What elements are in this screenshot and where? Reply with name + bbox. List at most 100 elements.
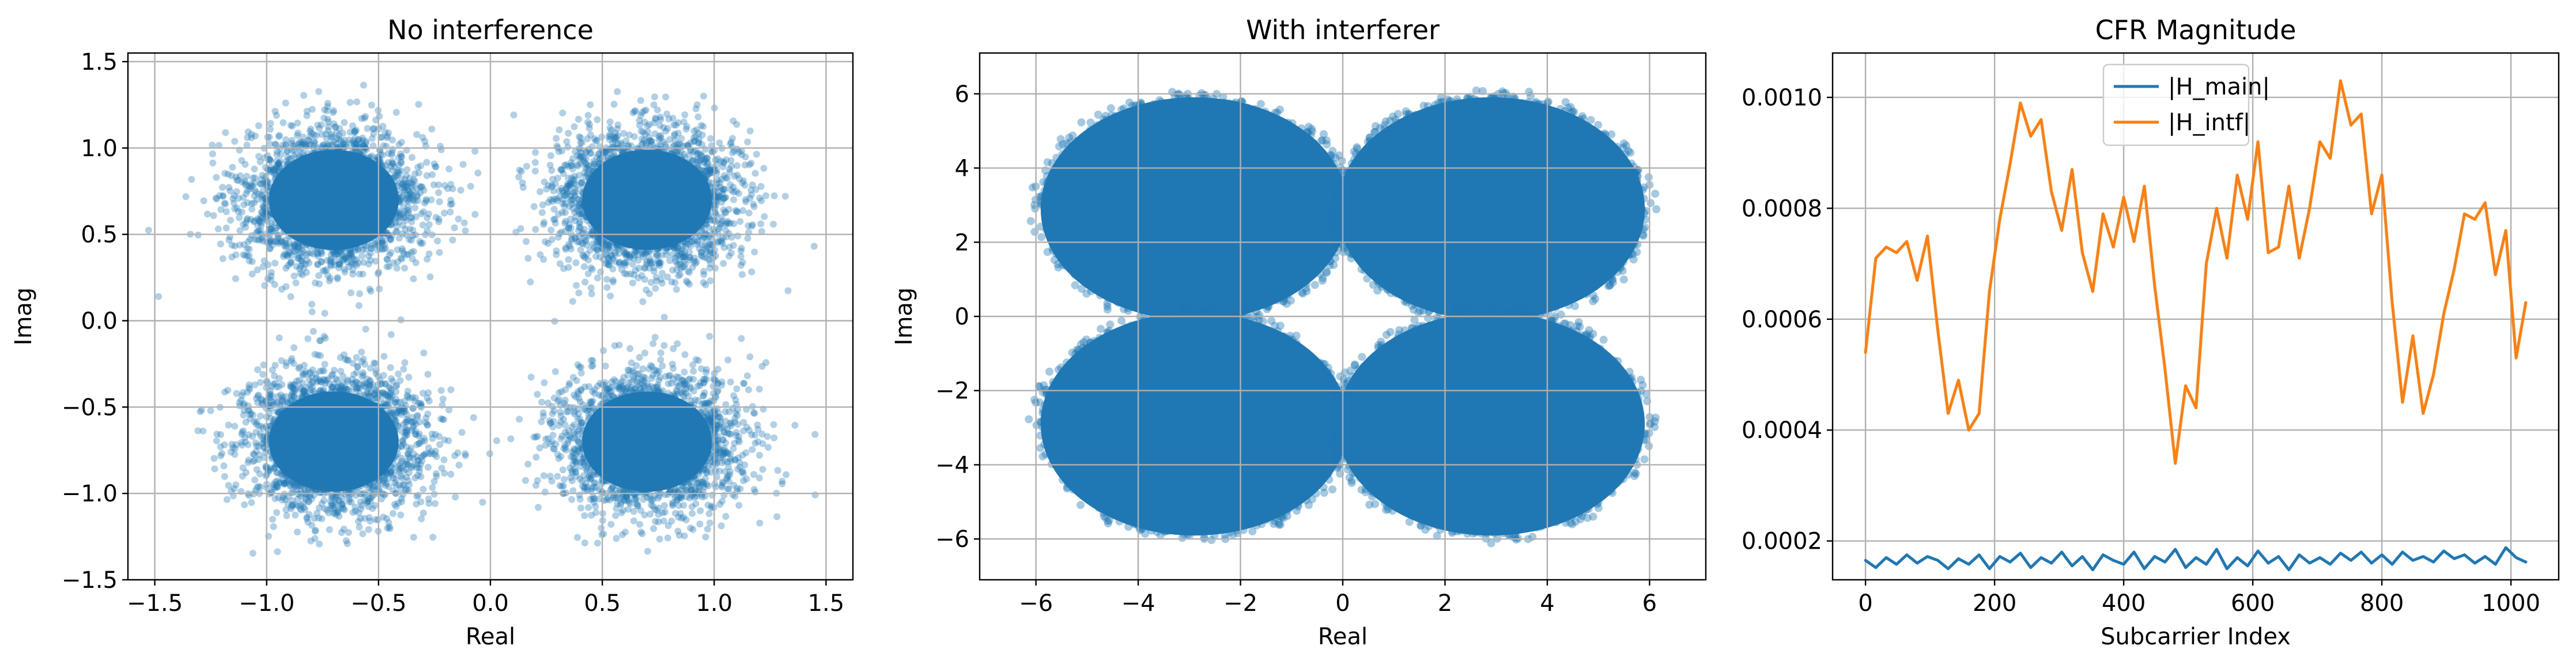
scatter-point-cluster-2	[563, 138, 571, 145]
scatter-point-cluster-2	[565, 225, 572, 232]
scatter-point-cluster-1	[409, 181, 417, 188]
scatter-point-cluster-2	[531, 158, 539, 166]
scatter-point-cluster-1	[321, 309, 328, 317]
scatter-point-cluster-2	[581, 169, 588, 177]
scatter-point-cluster-1	[405, 206, 412, 214]
scatter-point-cluster-1	[328, 133, 336, 141]
scatter-point-cluster-1	[406, 179, 413, 187]
scatter-point-cluster-1	[222, 129, 229, 136]
scatter-point-cluster-1	[290, 240, 298, 248]
scatter-point-cluster-2	[761, 213, 768, 220]
scatter-point-cluster-1	[221, 201, 229, 208]
scatter-point-cluster-2	[584, 112, 592, 119]
scatter-point-cluster-2	[659, 270, 666, 277]
scatter-point-cluster-1	[247, 216, 255, 223]
scatter-point-cluster-2	[758, 197, 765, 205]
scatter-point-cluster-2	[725, 230, 732, 237]
scatter-point-cluster-1	[348, 289, 354, 296]
scatter-point-cluster-1	[423, 172, 430, 179]
scatter-point-cluster-1	[282, 99, 289, 107]
scatter-point-cluster-1	[447, 197, 455, 204]
scatter-point-cluster-2	[641, 118, 648, 126]
scatter-point-cluster-1	[330, 107, 337, 114]
scatter-point-cluster-2	[678, 135, 685, 142]
scatter-point-cluster-1	[259, 263, 267, 270]
scatter-point-cluster-2	[700, 279, 707, 286]
scatter-point-cluster-1	[267, 269, 275, 276]
scatter-point-cluster-1	[405, 192, 413, 199]
scatter-point-cluster-1	[232, 275, 239, 282]
scatter-point-cluster-1	[275, 133, 282, 140]
scatter-point-cluster-1	[217, 240, 224, 248]
scatter-point-cluster-1	[400, 214, 407, 221]
scatter-point-cluster-2	[671, 279, 679, 286]
scatter-point-cluster-1	[297, 263, 304, 270]
scatter-point-cluster-1	[287, 259, 294, 266]
scatter-point-cluster-1	[271, 259, 279, 267]
scatter-point-cluster-1	[352, 134, 358, 142]
scatter-point-cluster-1	[417, 183, 425, 191]
scatter-point-cluster-1	[356, 290, 363, 297]
scatter-point-cluster-1	[221, 199, 228, 207]
scatter-point-cluster-1	[444, 185, 451, 192]
scatter-point-cluster-2	[726, 243, 733, 251]
scatter-point-cluster-1	[386, 251, 393, 259]
scatter-point-cluster-2	[599, 239, 607, 246]
scatter-point-cluster-1	[471, 148, 479, 155]
scatter-point-cluster-1	[300, 247, 307, 255]
scatter-point-cluster-2	[561, 209, 569, 216]
scatter-point-cluster-1	[358, 252, 365, 259]
scatter-point-cluster-2	[720, 260, 727, 267]
scatter-point-cluster-1	[308, 308, 316, 315]
scatter-point-cluster-1	[426, 273, 434, 281]
scatter-point-cluster-2	[652, 274, 660, 281]
scatter-point-cluster-1	[209, 150, 216, 157]
scatter-point-cluster-1	[294, 129, 301, 137]
scatter-point-cluster-1	[145, 226, 152, 234]
scatter-point-cluster-1	[388, 149, 396, 156]
scatter-point-cluster-1	[308, 301, 316, 308]
scatter-point-cluster-1	[405, 251, 412, 258]
scatter-point-cluster-1	[245, 257, 253, 265]
scatter-point-cluster-1	[451, 224, 458, 232]
scatter-point-cluster-1	[362, 113, 369, 120]
scatter-point-cluster-1	[430, 181, 437, 188]
scatter-point-cluster-1	[341, 119, 348, 126]
scatter-point-cluster-1	[221, 169, 229, 177]
scatter-point-cluster-1	[380, 237, 387, 244]
scatter-point-cluster-1	[248, 205, 256, 213]
scatter-point-cluster-1	[447, 208, 454, 216]
scatter-point-cluster-1	[405, 203, 412, 211]
scatter-point-cluster-2	[603, 275, 611, 283]
scatter-point-cluster-1	[266, 126, 274, 133]
scatter-point-cluster-1	[318, 131, 326, 138]
scatter-panel-no-interference: −1.5 −1.0 −0.5 0.0 0.5 1.0 1.5−1.5−1.0−0.50.00…	[10, 14, 854, 650]
scatter-point-cluster-1	[258, 219, 265, 226]
scatter-point-cluster-2	[719, 234, 727, 241]
scatter-point-cluster-1	[272, 237, 279, 245]
scatter-point-cluster-1	[403, 179, 410, 187]
scatter-point-cluster-1	[217, 206, 225, 213]
scatter-point-cluster-1	[222, 224, 230, 232]
scatter-point-cluster-2	[575, 115, 582, 123]
scatter-point-cluster-1	[236, 214, 243, 221]
scatter-point-cluster-1	[415, 101, 422, 108]
scatter-point-cluster-1	[279, 253, 287, 261]
scatter-point-cluster-1	[409, 197, 417, 205]
scatter-point-cluster-1	[209, 159, 217, 167]
scatter-point-cluster-1	[346, 129, 354, 136]
scatter-point-cluster-1	[226, 187, 234, 195]
scatter-point-cluster-2	[545, 240, 552, 247]
scatter-point-cluster-1	[372, 258, 379, 265]
scatter-point-cluster-2	[523, 238, 530, 245]
scatter-point-cluster-1	[467, 183, 474, 190]
scatter-point-cluster-1	[321, 106, 328, 114]
scatter-point-cluster-1	[303, 112, 311, 119]
scatter-point-cluster-2	[736, 218, 744, 225]
scatter-point-cluster-1	[241, 252, 249, 259]
scatter-point-cluster-1	[474, 169, 482, 177]
scatter-point-cluster-1	[213, 173, 220, 181]
scatter-point-cluster-1	[314, 261, 322, 268]
scatter-point-cluster-1	[462, 227, 469, 235]
scatter-point-cluster-2	[575, 289, 583, 297]
